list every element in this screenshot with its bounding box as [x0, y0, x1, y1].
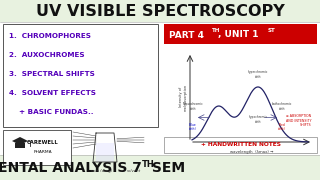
Text: solvent: solvent — [127, 169, 141, 173]
Text: CAREWELL: CAREWELL — [27, 140, 59, 145]
Text: + BASIC FUNDAS..: + BASIC FUNDAS.. — [9, 109, 93, 115]
Text: hypsochromic
shift: hypsochromic shift — [183, 102, 204, 111]
Text: , UNIT 1: , UNIT 1 — [218, 30, 259, 39]
Text: TH: TH — [142, 160, 155, 169]
Bar — [3, 24, 158, 127]
Text: TH: TH — [212, 28, 220, 33]
Text: 1.  CHROMOPHORES: 1. CHROMOPHORES — [9, 33, 91, 39]
Text: 3.  SPECTRAL SHIFTS: 3. SPECTRAL SHIFTS — [9, 71, 95, 77]
Text: ≡ ABSORPTION
AND INTENSITY
SHIFTS: ≡ ABSORPTION AND INTENSITY SHIFTS — [285, 114, 311, 127]
Text: (Red
shift): (Red shift) — [278, 123, 286, 131]
Bar — [0, 22, 320, 155]
Text: ST: ST — [268, 28, 276, 33]
Text: PART 4: PART 4 — [169, 30, 204, 39]
Text: PHARMA: PHARMA — [34, 150, 52, 154]
Polygon shape — [12, 137, 28, 145]
Text: hypochromic
shift: hypochromic shift — [248, 115, 268, 124]
Text: + HANDWRITTEN NOTES: + HANDWRITTEN NOTES — [201, 143, 280, 147]
Bar — [96, 143, 114, 162]
Bar — [3, 130, 71, 165]
Text: bathochromic
shift: bathochromic shift — [272, 102, 292, 111]
Text: 4.  SOLVENT EFFECTS: 4. SOLVENT EFFECTS — [9, 90, 96, 96]
Text: UV VISIBLE SPECTROSCOPY: UV VISIBLE SPECTROSCOPY — [36, 3, 284, 19]
Bar — [15, 143, 25, 148]
Text: INSTRUMENTAL ANALYSIS 7: INSTRUMENTAL ANALYSIS 7 — [0, 161, 142, 176]
Text: SEM: SEM — [147, 161, 185, 176]
Text: soln (drug): soln (drug) — [91, 169, 113, 173]
Bar — [164, 24, 317, 44]
Text: wavelength  (λmax) →: wavelength (λmax) → — [230, 150, 273, 154]
Text: 2.  AUXOCHROMES: 2. AUXOCHROMES — [9, 52, 84, 58]
Text: Intensity of
mol.absorption: Intensity of mol.absorption — [179, 84, 187, 111]
Text: (Blue
shift): (Blue shift) — [189, 123, 197, 131]
Text: hyperchromic
shift: hyperchromic shift — [248, 70, 268, 79]
Bar — [164, 137, 317, 153]
Bar — [0, 0, 320, 22]
Bar — [0, 155, 320, 180]
